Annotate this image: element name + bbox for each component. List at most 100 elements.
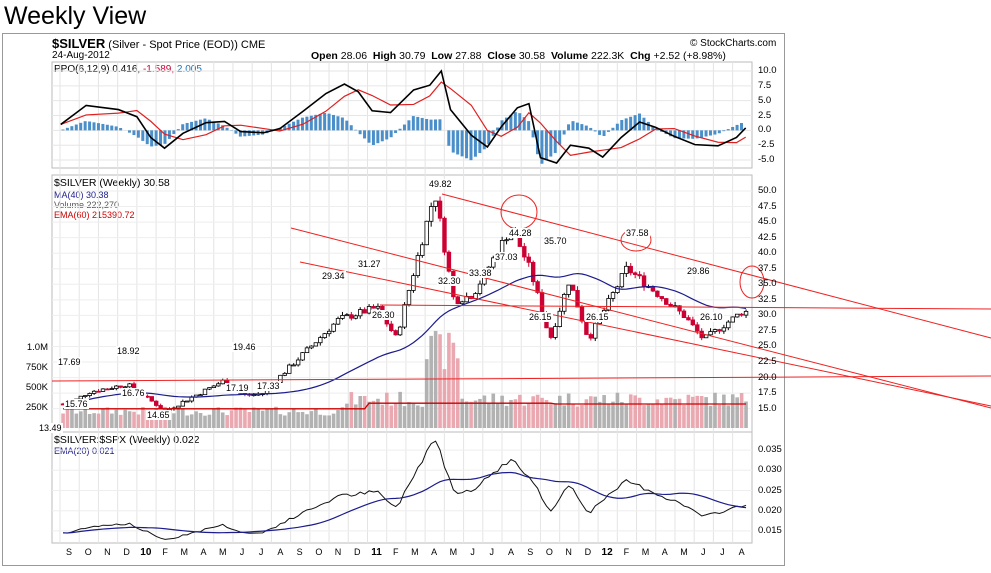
price-candle-body — [632, 272, 638, 275]
ppo-histogram-bar — [611, 127, 615, 131]
ppo-histogram-bar — [682, 130, 686, 139]
volume-bar — [251, 407, 256, 428]
price-candle-body — [637, 274, 642, 277]
exchange: CME — [240, 39, 266, 51]
price-candle-body — [610, 292, 616, 299]
volume-bar — [114, 409, 119, 428]
volume-ema-line — [63, 402, 747, 410]
ppo-histogram-bar — [176, 129, 180, 131]
volume-bar — [309, 411, 314, 428]
volume-bar — [300, 411, 305, 428]
price-candle-body — [681, 310, 687, 319]
price-candle-body — [309, 345, 314, 349]
price-tick-label: 40.0 — [758, 247, 777, 259]
volume-bar — [256, 408, 261, 428]
ppo-histogram-bar — [407, 120, 411, 131]
volume-bar — [265, 408, 269, 428]
price-candle-body — [433, 200, 438, 207]
ppo-histogram-bar — [234, 130, 238, 134]
month-label: O — [84, 547, 92, 557]
ppo-histogram-bar — [740, 123, 744, 131]
price-candle-body — [562, 294, 567, 312]
price-candle-body — [83, 395, 88, 397]
price-tick-label: 27.5 — [758, 324, 777, 336]
price-candle-body — [570, 284, 576, 291]
page-title: Weekly View — [4, 2, 147, 30]
volume-bar — [433, 330, 438, 428]
month-label: F — [392, 547, 399, 557]
ppo-histogram-bar — [633, 115, 637, 131]
price-candle-body — [628, 265, 633, 274]
ppo-histogram-bar — [726, 129, 730, 131]
price-annotation: 17.19 — [225, 383, 250, 393]
price-tick-label: 22.5 — [758, 356, 777, 368]
volume-bar — [628, 394, 633, 428]
ppo-histogram-bar — [504, 117, 508, 131]
volume-bar — [336, 410, 340, 428]
price-candle-body — [655, 290, 660, 297]
volume-bar — [393, 403, 398, 428]
volume-bar — [668, 397, 673, 428]
price-annotation: 19.46 — [232, 342, 257, 352]
price-candle-body — [730, 316, 735, 323]
ppo-histogram-bar — [296, 119, 300, 131]
month-label: J — [258, 547, 264, 557]
volume-bar — [451, 342, 456, 428]
volume-bar — [544, 400, 549, 428]
ppo-histogram-bar — [181, 124, 185, 131]
volume-bar — [398, 391, 402, 428]
volume-bar — [283, 415, 287, 428]
price-tick-label: 25.0 — [758, 340, 777, 352]
month-label: O — [315, 547, 323, 557]
ppo-histogram-bar — [212, 121, 216, 131]
volume-bar — [74, 413, 79, 428]
volume-bar — [708, 405, 713, 428]
price-candle-body — [87, 393, 92, 396]
price-candle-body — [668, 304, 673, 307]
volume-bar — [730, 394, 735, 428]
month-label: F — [162, 547, 168, 557]
volume-bar — [92, 413, 96, 428]
ppo-tick-label: 2.5 — [758, 109, 772, 121]
price-candle-body — [442, 217, 447, 253]
ppo-histogram-bar — [163, 130, 167, 144]
volume-bar — [646, 404, 651, 428]
price-candle-body — [291, 364, 296, 367]
price-candle-body — [619, 273, 625, 288]
volume-bar — [535, 394, 540, 428]
price-annotation: 49.82 — [428, 179, 453, 189]
month-label: N — [565, 547, 572, 557]
ppo-histogram-bar — [88, 121, 92, 131]
price-annotation: 44.28 — [508, 228, 533, 238]
month-label: N — [334, 547, 342, 557]
price-candle-body — [477, 283, 483, 294]
price-ma40-line — [80, 272, 747, 402]
volume-tick-label: 500K — [25, 382, 48, 393]
ppo-histogram-bar — [700, 130, 704, 138]
ppo-histogram-bar — [704, 130, 708, 137]
price-candle-body — [539, 292, 545, 315]
price-candle-body — [411, 275, 416, 291]
price-candle-body — [460, 301, 465, 305]
month-label: S — [527, 547, 534, 557]
volume-bar — [557, 395, 562, 428]
price-candle-body — [406, 290, 412, 305]
volume-bar — [429, 335, 433, 428]
price-annotation: 26.10 — [699, 312, 724, 322]
price-candle-body — [664, 298, 669, 305]
ratio-legend-title: $SILVER:$SPX (Weekly) 0.022 — [54, 434, 200, 446]
price-candle-body — [641, 275, 647, 287]
price-legend-title: $SILVER (Weekly) 30.58 — [54, 177, 170, 189]
month-label: A — [738, 547, 745, 557]
ppo-histogram-bar — [402, 124, 406, 131]
ppo-histogram-bar — [79, 122, 83, 131]
volume-bar — [593, 396, 598, 428]
volume-bar — [722, 394, 726, 428]
ppo-histogram-bar — [562, 130, 566, 135]
volume-bar — [362, 395, 367, 428]
price-candle-body — [122, 386, 128, 389]
support-line-26 — [379, 304, 991, 310]
price-candle-body — [504, 239, 509, 242]
volume-bar — [407, 402, 411, 428]
ppo-histogram-bar — [132, 130, 136, 136]
